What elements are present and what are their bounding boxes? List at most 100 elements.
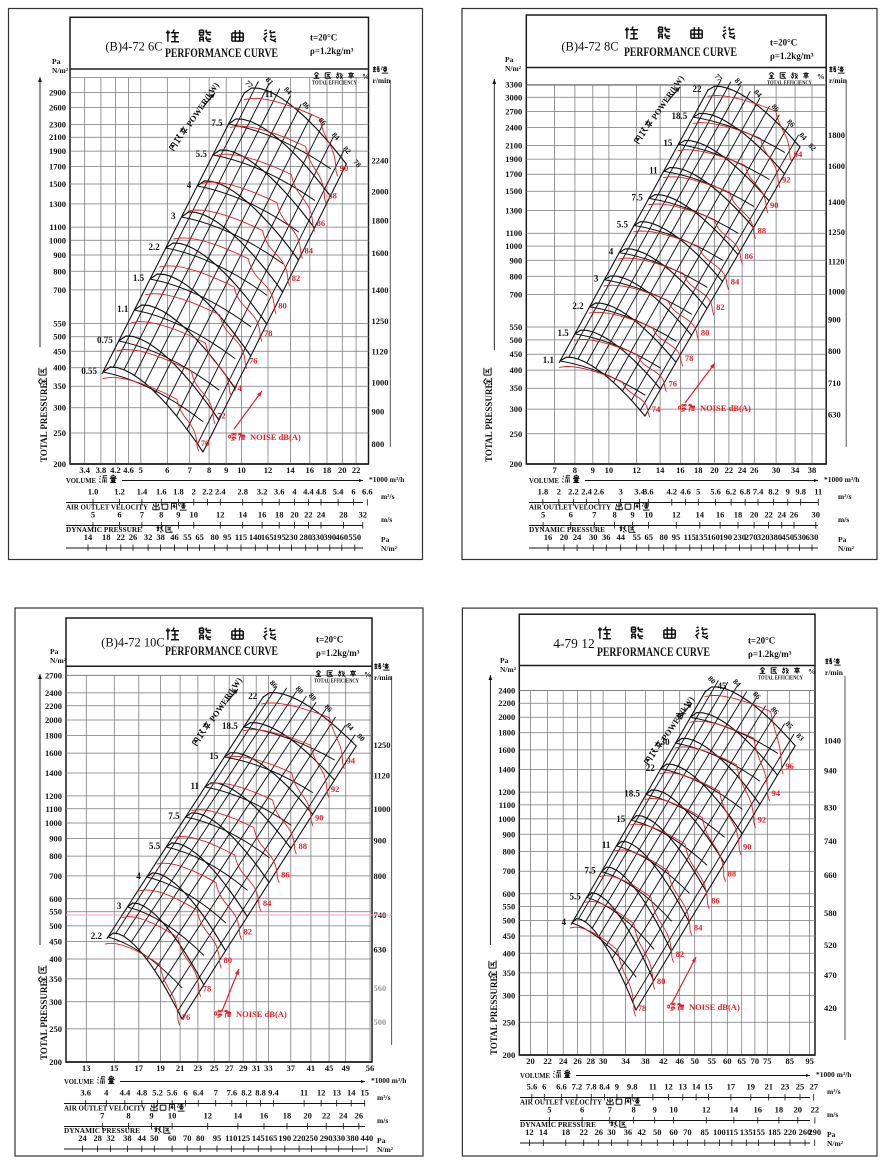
svg-text:22: 22: [543, 1056, 552, 1066]
svg-text:630: 630: [806, 532, 819, 542]
svg-text:9: 9: [630, 510, 634, 520]
svg-text:250: 250: [510, 429, 523, 439]
svg-text:Pa: Pa: [827, 1130, 836, 1139]
svg-text:N/m²: N/m²: [52, 66, 69, 75]
svg-text:11: 11: [300, 1088, 308, 1098]
svg-text:800: 800: [828, 346, 841, 356]
svg-text:80: 80: [657, 976, 666, 986]
svg-text:95: 95: [213, 1133, 222, 1143]
svg-text:7.2: 7.2: [572, 1082, 583, 1092]
svg-text:22: 22: [322, 1111, 331, 1121]
svg-text:10: 10: [168, 1111, 177, 1121]
svg-text:16: 16: [258, 510, 267, 520]
svg-text:AIR OUTLET VELOCITY: AIR OUTLET VELOCITY: [520, 1099, 602, 1107]
svg-text:78: 78: [203, 984, 212, 994]
svg-text:75: 75: [763, 1056, 772, 1066]
svg-text:12: 12: [264, 465, 273, 475]
svg-text:24: 24: [778, 510, 787, 520]
svg-text:110: 110: [225, 1133, 237, 1143]
svg-text:450: 450: [49, 937, 62, 947]
svg-text:65: 65: [737, 1056, 746, 1066]
svg-text:700: 700: [49, 871, 62, 881]
svg-text:16: 16: [754, 1105, 763, 1115]
svg-text:2.8: 2.8: [237, 487, 248, 497]
svg-text:86: 86: [751, 689, 763, 701]
svg-text:145: 145: [252, 1133, 265, 1143]
svg-text:92: 92: [758, 815, 767, 825]
svg-text:22: 22: [117, 532, 126, 542]
svg-text:1250: 1250: [828, 227, 845, 237]
svg-text:36: 36: [624, 1127, 633, 1137]
svg-text:(B)4-72 8C: (B)4-72 8C: [561, 40, 618, 54]
svg-text:95: 95: [223, 532, 232, 542]
svg-text:14: 14: [730, 1105, 739, 1115]
svg-text:81: 81: [264, 75, 276, 87]
svg-text:400: 400: [503, 948, 516, 958]
svg-text:2.4: 2.4: [581, 487, 592, 497]
svg-text:m/s: m/s: [377, 1116, 388, 1125]
svg-text:2.4: 2.4: [215, 487, 226, 497]
svg-text:7: 7: [608, 1105, 613, 1115]
svg-text:AIR OUTLET VELOCITY: AIR OUTLET VELOCITY: [66, 504, 148, 512]
svg-text:7.5: 7.5: [632, 192, 644, 202]
svg-text:1.8: 1.8: [538, 487, 549, 497]
svg-text:2000: 2000: [498, 712, 515, 722]
svg-text:450: 450: [781, 532, 794, 542]
svg-text:12: 12: [216, 510, 225, 520]
svg-text:Pa: Pa: [50, 647, 59, 656]
svg-text:1100: 1100: [499, 800, 516, 810]
svg-text:5.5: 5.5: [149, 841, 161, 851]
svg-text:7.5: 7.5: [584, 866, 596, 876]
svg-text:1120: 1120: [828, 256, 845, 266]
svg-text:550: 550: [53, 318, 66, 328]
svg-text:1.1: 1.1: [543, 355, 555, 365]
svg-text:800: 800: [53, 266, 66, 276]
svg-text:94: 94: [794, 149, 803, 159]
svg-text:5.2: 5.2: [152, 1088, 163, 1098]
svg-text:530: 530: [793, 532, 806, 542]
svg-text:550: 550: [49, 907, 62, 917]
svg-text:12: 12: [203, 1111, 212, 1121]
svg-text:84: 84: [330, 130, 342, 142]
svg-text:6: 6: [351, 487, 355, 497]
svg-text:90: 90: [770, 200, 779, 210]
svg-text:380: 380: [769, 532, 782, 542]
svg-text:23: 23: [781, 1082, 790, 1092]
svg-text:12: 12: [317, 1088, 326, 1098]
svg-text:2100: 2100: [49, 132, 66, 142]
svg-text:24: 24: [738, 465, 747, 475]
svg-text:7.4: 7.4: [753, 487, 764, 497]
svg-text:55: 55: [632, 532, 641, 542]
svg-text:21: 21: [764, 1082, 773, 1092]
svg-text:2400: 2400: [498, 686, 515, 696]
svg-text:(B)4-72 6C: (B)4-72 6C: [105, 40, 162, 54]
svg-text:18: 18: [562, 1127, 571, 1137]
svg-text:DYNAMIC PRESSURE: DYNAMIC PRESSURE: [529, 526, 605, 534]
svg-text:50: 50: [150, 1133, 159, 1143]
svg-text:3.8: 3.8: [96, 465, 107, 475]
svg-text:84: 84: [305, 246, 314, 256]
svg-text:ρ=1.2kg/m³: ρ=1.2kg/m³: [316, 648, 360, 658]
svg-text:*1000 m³/h: *1000 m³/h: [369, 475, 405, 484]
svg-text:90: 90: [315, 813, 324, 823]
svg-text:16: 16: [676, 465, 685, 475]
svg-text:1000: 1000: [372, 378, 389, 388]
svg-text:1000: 1000: [45, 818, 62, 828]
svg-text:60: 60: [669, 1127, 678, 1137]
svg-text:83: 83: [794, 731, 806, 743]
svg-text:14: 14: [692, 1082, 701, 1092]
svg-text:14: 14: [696, 510, 705, 520]
svg-text:82: 82: [676, 949, 685, 959]
svg-text:7.8: 7.8: [586, 1082, 597, 1092]
svg-text:6: 6: [580, 1105, 584, 1115]
svg-text:800: 800: [374, 871, 387, 881]
svg-text:VOLUME: VOLUME: [520, 1071, 550, 1080]
svg-text:380: 380: [346, 1133, 359, 1143]
svg-text:1700: 1700: [49, 162, 66, 172]
svg-text:900: 900: [828, 315, 841, 325]
svg-text:7: 7: [100, 1111, 105, 1121]
svg-text:26: 26: [750, 465, 759, 475]
svg-text:NOISE dB(A): NOISE dB(A): [700, 403, 751, 413]
svg-text:41: 41: [307, 1063, 316, 1073]
svg-text:38: 38: [641, 1056, 650, 1066]
